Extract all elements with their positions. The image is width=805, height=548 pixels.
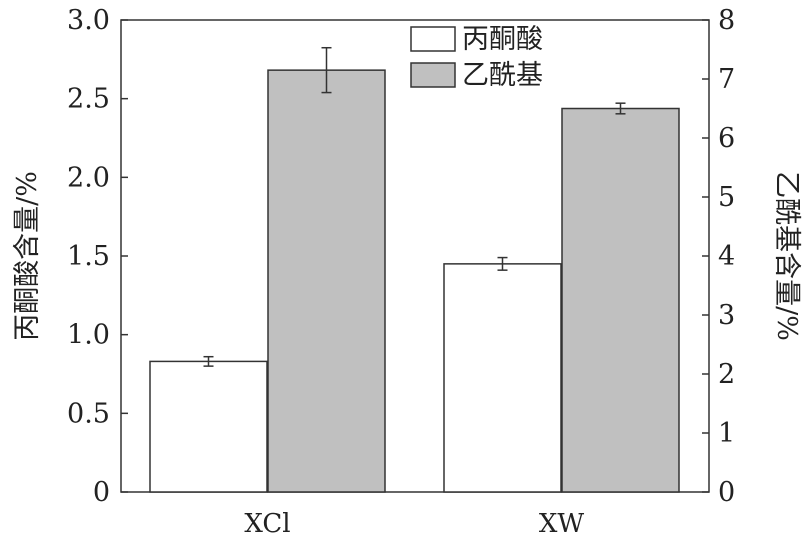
category-label: XW bbox=[539, 509, 585, 539]
right-tick-label: 4 bbox=[718, 241, 735, 272]
bar-pyruvate-xw bbox=[443, 263, 562, 493]
legend: 丙酮酸 乙酰基 bbox=[410, 24, 543, 91]
category-label: XCl bbox=[244, 509, 290, 539]
right-tick-label: 0 bbox=[718, 477, 735, 508]
right-tick-label: 1 bbox=[718, 418, 735, 449]
left-tick-label: 0 bbox=[93, 477, 110, 508]
left-tick-label: 1.5 bbox=[67, 241, 110, 272]
legend-label-acetyl: 乙酰基 bbox=[462, 60, 543, 91]
right-tick-label: 6 bbox=[718, 123, 735, 154]
bar-acetyl-xcl bbox=[267, 69, 386, 493]
left-tick-label: 1.0 bbox=[67, 320, 110, 351]
right-tick-label: 8 bbox=[718, 5, 735, 36]
bar-pyruvate-xcl bbox=[149, 360, 268, 493]
x-axis: XCl XW bbox=[244, 509, 584, 539]
left-axis-title: 丙酮酸含量/% bbox=[12, 171, 43, 341]
error-bars-layer bbox=[203, 46, 626, 367]
legend-swatch-pyruvate bbox=[410, 26, 456, 52]
legend-label-pyruvate: 丙酮酸 bbox=[462, 24, 543, 55]
left-y-axis: 0 0.5 1.0 1.5 2.0 2.5 3.0 bbox=[67, 5, 128, 508]
bar-acetyl-xw bbox=[561, 107, 680, 493]
right-axis-title: 乙酰基含量/% bbox=[771, 171, 802, 341]
right-tick-label: 5 bbox=[718, 182, 735, 213]
right-y-axis: 0 1 2 3 4 5 6 7 8 bbox=[702, 5, 735, 508]
right-tick-label: 2 bbox=[718, 359, 735, 390]
bars-layer bbox=[149, 69, 680, 493]
legend-swatch-acetyl bbox=[410, 62, 456, 88]
left-tick-label: 2.5 bbox=[67, 84, 110, 115]
left-tick-label: 0.5 bbox=[67, 398, 110, 429]
left-tick-label: 3.0 bbox=[67, 5, 110, 36]
right-tick-label: 7 bbox=[718, 64, 735, 95]
left-tick-label: 2.0 bbox=[67, 162, 110, 193]
right-tick-label: 3 bbox=[718, 300, 735, 331]
